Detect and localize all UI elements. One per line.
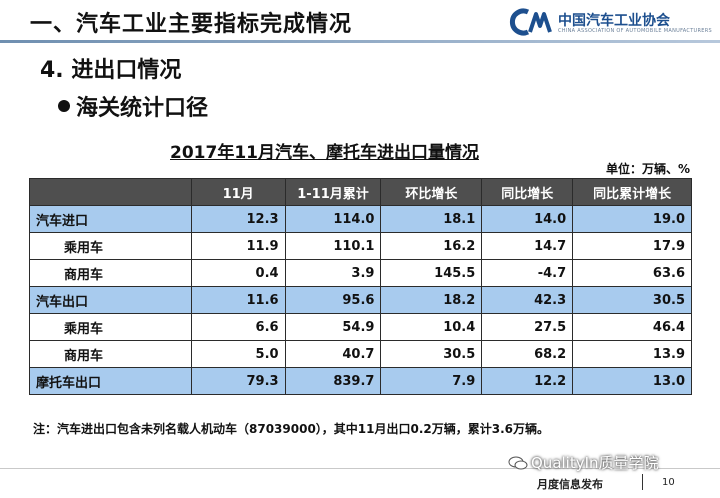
table-row: 汽车进口 12.3 114.0 18.1 14.0 19.0 xyxy=(29,205,692,233)
table-cell: 3.9 xyxy=(284,259,382,287)
table-cell: 6.6 xyxy=(190,313,286,341)
row-label: 汽车出口 xyxy=(29,286,192,314)
section-subtitle: 海关统计口径 xyxy=(58,90,208,122)
table-cell: 110.1 xyxy=(284,232,382,260)
table-cell: 10.4 xyxy=(380,313,483,341)
footer-separator xyxy=(642,474,643,490)
watermark-text: QualityIn质量学院 xyxy=(531,454,659,472)
table-row: 商用车 5.0 40.7 30.5 68.2 13.9 xyxy=(29,340,692,368)
row-label: 摩托车出口 xyxy=(29,367,192,395)
table-cell: 11.9 xyxy=(190,232,286,260)
table-cell: 95.6 xyxy=(284,286,382,314)
slide-header: 一、汽车工业主要指标完成情况 中国汽车工业协会 CHINA ASSOCIATIO… xyxy=(0,0,720,44)
table-cell: 12.2 xyxy=(481,367,574,395)
table-note: 注：汽车进出口包含未列名载人机动车（87039000），其中11月出口0.2万辆… xyxy=(33,422,550,436)
table-header-row: 11月 1-11月累计 环比增长 同比增长 同比累计增长 xyxy=(29,178,692,206)
bullet-icon xyxy=(58,100,70,112)
slide-title: 一、汽车工业主要指标完成情况 xyxy=(30,12,353,37)
table-cell: 79.3 xyxy=(190,367,286,395)
table-cell: 5.0 xyxy=(190,340,286,368)
table-cell: 0.4 xyxy=(190,259,286,287)
table-row: 乘用车 6.6 54.9 10.4 27.5 46.4 xyxy=(29,313,692,341)
watermark: QualityIn质量学院 xyxy=(508,452,659,473)
column-header: 同比累计增长 xyxy=(572,178,692,206)
column-header: 1-11月累计 xyxy=(284,178,382,206)
table-cell: 30.5 xyxy=(380,340,483,368)
table-cell: 68.2 xyxy=(481,340,574,368)
table-cell: -4.7 xyxy=(481,259,574,287)
table-cell: 27.5 xyxy=(481,313,574,341)
footer-text: 月度信息发布 xyxy=(537,478,603,491)
table-cell: 13.9 xyxy=(572,340,692,368)
unit-label: 单位：万辆、% xyxy=(605,162,690,176)
table-cell: 11.6 xyxy=(190,286,286,314)
row-label: 汽车进口 xyxy=(29,205,192,233)
row-label: 乘用车 xyxy=(29,232,192,260)
table-cell: 114.0 xyxy=(284,205,382,233)
row-label: 商用车 xyxy=(29,259,192,287)
table-cell: 12.3 xyxy=(190,205,286,233)
table-cell: 16.2 xyxy=(380,232,483,260)
table-row: 汽车出口 11.6 95.6 18.2 42.3 30.5 xyxy=(29,286,692,314)
table-row: 乘用车 11.9 110.1 16.2 14.7 17.9 xyxy=(29,232,692,260)
table-cell: 14.7 xyxy=(481,232,574,260)
table-cell: 19.0 xyxy=(572,205,692,233)
row-label: 乘用车 xyxy=(29,313,192,341)
table-cell: 17.9 xyxy=(572,232,692,260)
section-title: 4. 进出口情况 xyxy=(40,58,182,83)
header-divider xyxy=(0,40,720,43)
table-cell: 46.4 xyxy=(572,313,692,341)
table-cell: 7.9 xyxy=(380,367,483,395)
logo-text: 中国汽车工业协会 xyxy=(558,13,670,29)
table-cell: 839.7 xyxy=(284,367,382,395)
logo-mark-icon xyxy=(509,8,552,36)
table-row: 摩托车出口 79.3 839.7 7.9 12.2 13.0 xyxy=(29,367,692,395)
column-header: 11月 xyxy=(190,178,286,206)
column-header: 同比增长 xyxy=(481,178,574,206)
table-cell: 145.5 xyxy=(380,259,483,287)
table-title: 2017年11月汽车、摩托车进出口量情况 xyxy=(170,143,479,163)
page-number: 10 xyxy=(662,477,675,488)
table-cell: 18.1 xyxy=(380,205,483,233)
table-cell: 30.5 xyxy=(572,286,692,314)
footer-divider xyxy=(0,468,720,469)
table-cell: 40.7 xyxy=(284,340,382,368)
subtitle-text: 海关统计口径 xyxy=(76,96,209,121)
table-cell: 13.0 xyxy=(572,367,692,395)
trade-table: 11月 1-11月累计 环比增长 同比增长 同比累计增长 汽车进口 12.3 1… xyxy=(29,178,692,395)
row-label: 商用车 xyxy=(29,340,192,368)
logo-subtext: CHINA ASSOCIATION OF AUTOMOBILE MANUFACT… xyxy=(558,28,712,34)
table-cell: 54.9 xyxy=(284,313,382,341)
caam-logo: 中国汽车工业协会 CHINA ASSOCIATION OF AUTOMOBILE… xyxy=(508,8,712,38)
table-cell: 18.2 xyxy=(380,286,483,314)
table-cell: 63.6 xyxy=(572,259,692,287)
table-cell: 42.3 xyxy=(481,286,574,314)
table-row: 商用车 0.4 3.9 145.5 -4.7 63.6 xyxy=(29,259,692,287)
column-header xyxy=(29,178,192,206)
wechat-icon xyxy=(508,456,528,470)
table-cell: 14.0 xyxy=(481,205,574,233)
column-header: 环比增长 xyxy=(380,178,483,206)
